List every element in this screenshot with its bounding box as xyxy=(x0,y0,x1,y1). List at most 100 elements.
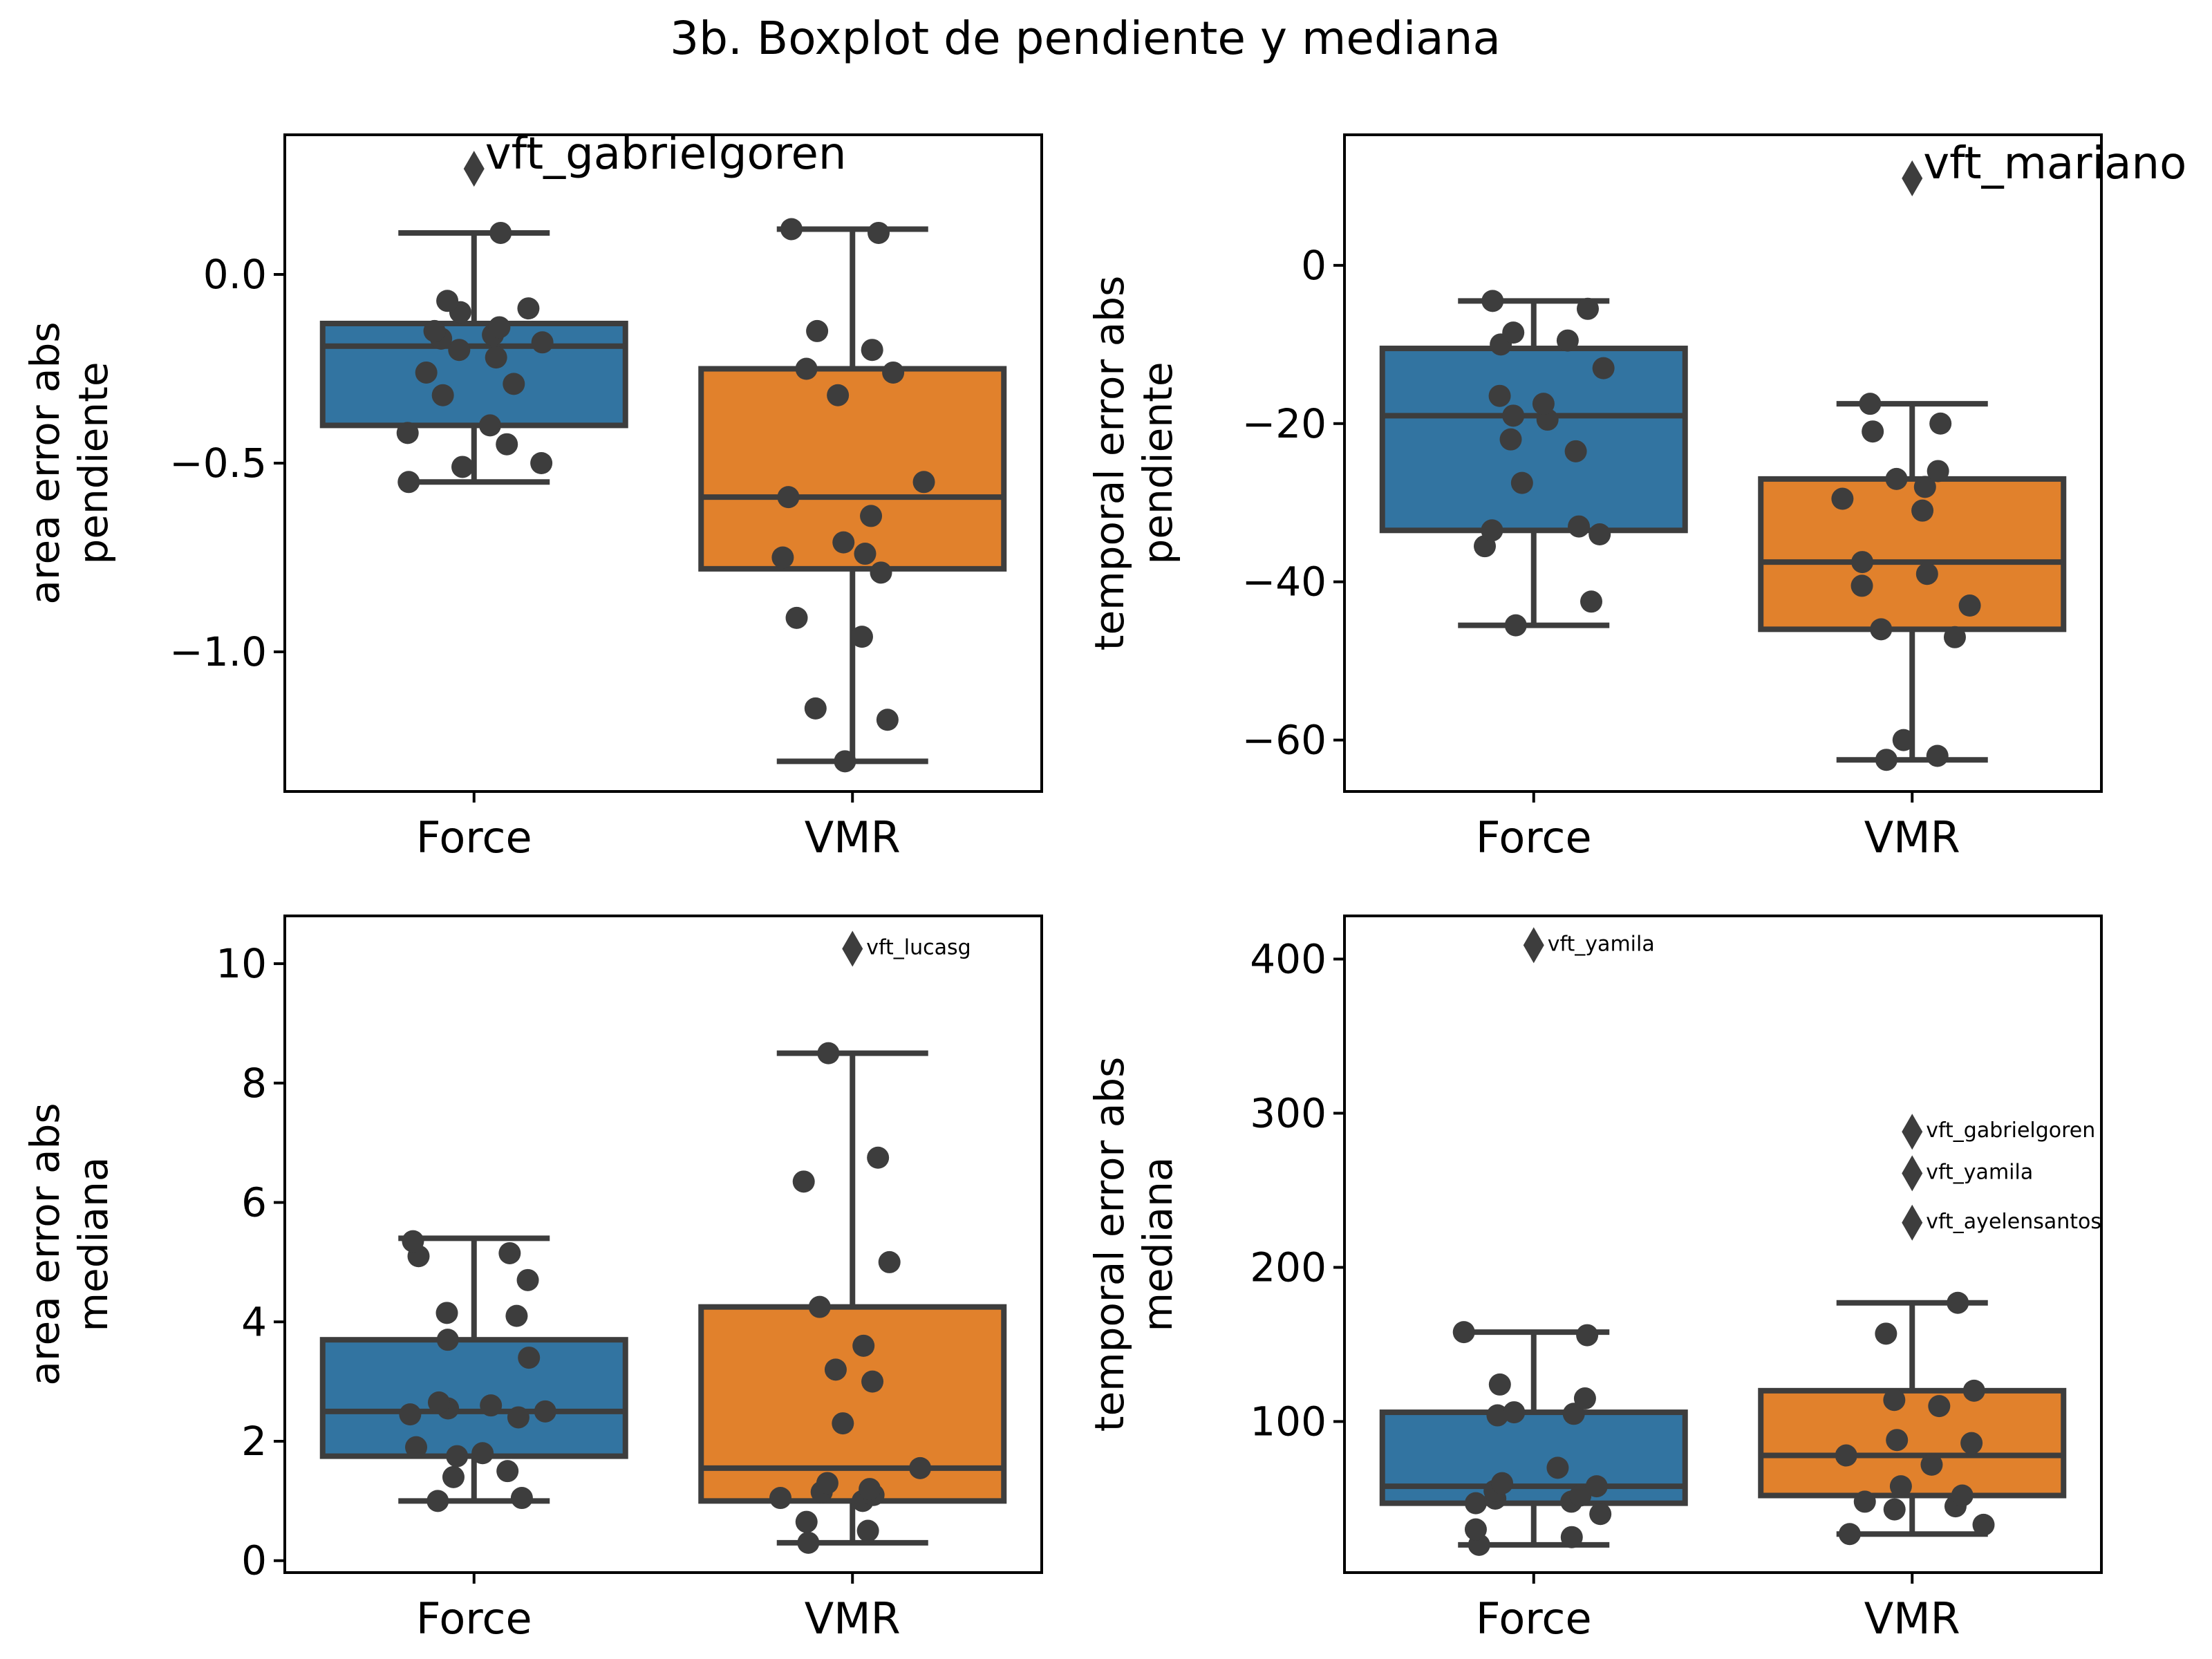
y-axis-label-line: mediana xyxy=(70,1157,117,1332)
y-tick-label: −60 xyxy=(1242,717,1327,764)
data-point xyxy=(1503,1401,1526,1424)
data-point xyxy=(496,433,518,456)
data-point xyxy=(1859,393,1882,415)
y-tick-label: 400 xyxy=(1250,935,1327,982)
outlier-marker xyxy=(1902,1114,1923,1150)
x-tick-label-force: Force xyxy=(416,1593,532,1644)
data-point xyxy=(882,361,905,384)
data-point xyxy=(442,1465,465,1488)
iqr-box xyxy=(698,1304,1007,1504)
data-point xyxy=(795,1510,818,1533)
y-tick-label: 8 xyxy=(241,1060,267,1107)
data-point xyxy=(1972,1513,1995,1536)
outlier-marker xyxy=(1523,927,1544,964)
data-point xyxy=(1883,1498,1906,1521)
data-point xyxy=(850,626,873,648)
data-point xyxy=(1927,460,1949,482)
data-point xyxy=(480,1394,503,1417)
data-point xyxy=(859,1478,881,1501)
data-point xyxy=(1452,1321,1475,1344)
data-point xyxy=(1915,563,1938,585)
data-point xyxy=(1573,1387,1596,1410)
data-point xyxy=(785,606,808,629)
data-point xyxy=(1875,1322,1897,1345)
data-point xyxy=(1883,1389,1906,1412)
data-point xyxy=(1564,440,1587,462)
data-point xyxy=(1835,1444,1857,1467)
data-point xyxy=(1588,523,1611,546)
data-point xyxy=(1464,1518,1487,1541)
data-point xyxy=(1913,476,1936,498)
data-point xyxy=(505,1304,528,1327)
x-tick-label-vmr: VMR xyxy=(805,1593,901,1644)
outlier-label: vft_gabrielgoren xyxy=(1926,1118,2095,1143)
data-point xyxy=(1889,1475,1912,1498)
data-point xyxy=(507,1406,529,1429)
data-point xyxy=(1870,618,1893,641)
data-point xyxy=(1556,329,1579,352)
subplot-2: vft_mariano 0 −20 −40 −60 Force VMR temporal er… xyxy=(1086,133,2186,863)
x-tick-label-force: Force xyxy=(416,812,532,863)
data-point xyxy=(1875,749,1897,771)
outlier-marker xyxy=(842,930,863,967)
subplot-1: vft_gabrielgoren 0.0 −0.5 −1.0 Force VMR area … xyxy=(21,129,1043,863)
y-tick-label: 0.0 xyxy=(203,251,267,298)
box-group-force: vft_yamila xyxy=(1379,927,1688,1556)
data-point xyxy=(1576,1324,1599,1347)
data-point xyxy=(423,319,446,342)
data-point xyxy=(503,373,525,395)
outlier-marker xyxy=(1902,1155,1923,1192)
data-point xyxy=(1592,357,1615,379)
outlier-marker xyxy=(1902,160,1923,196)
data-point xyxy=(856,1519,879,1542)
iqr-box xyxy=(1379,346,1688,534)
data-point xyxy=(402,1230,424,1253)
y-tick-label: 200 xyxy=(1250,1244,1327,1291)
data-point xyxy=(1488,1373,1511,1396)
data-point xyxy=(446,1445,469,1468)
outlier-marker xyxy=(463,151,485,187)
data-point xyxy=(792,1170,815,1193)
data-point xyxy=(808,1295,831,1318)
y-axis-label-line: temporal error abs xyxy=(1086,276,1133,651)
data-point xyxy=(777,486,800,509)
data-point xyxy=(804,697,827,720)
data-point xyxy=(1960,1432,1983,1454)
data-point xyxy=(769,1487,792,1510)
data-point xyxy=(397,471,420,494)
data-point xyxy=(860,505,883,527)
box-group-force xyxy=(319,1230,628,1512)
data-point xyxy=(534,1400,556,1423)
data-point xyxy=(1502,321,1525,344)
data-point xyxy=(1481,519,1503,542)
iqr-box xyxy=(1379,1409,1688,1506)
iqr-box xyxy=(698,366,1007,572)
data-point xyxy=(912,471,935,494)
y-tick-label: 100 xyxy=(1250,1398,1327,1445)
data-point xyxy=(516,1268,539,1291)
y-tick-label: 0 xyxy=(241,1537,267,1584)
data-point xyxy=(1862,420,1884,443)
x-tick-label-vmr: VMR xyxy=(1864,812,1960,863)
axes-frame xyxy=(1343,133,2103,793)
box-group-vmr: vft_mariano xyxy=(1758,138,2186,771)
data-point xyxy=(1853,1490,1876,1513)
y-axis-label-line: pendiente xyxy=(70,362,117,564)
data-point xyxy=(824,1358,847,1381)
outlier-label: vft_lucasg xyxy=(866,936,971,960)
data-point xyxy=(471,1442,494,1465)
box-group-vmr: vft_gabrielgoren vft_yamila vft_ayelensant… xyxy=(1758,1114,2101,1546)
y-axis-label-line: temporal error abs xyxy=(1086,1057,1133,1432)
data-point xyxy=(1576,297,1599,320)
data-point xyxy=(1486,1404,1509,1427)
data-point xyxy=(1951,1484,1974,1507)
data-point xyxy=(806,319,829,342)
data-point xyxy=(867,1146,890,1169)
outlier-label: vft_gabrielgoren xyxy=(485,129,847,180)
data-point xyxy=(1532,393,1555,415)
x-tick-label-force: Force xyxy=(1476,812,1592,863)
data-point xyxy=(1928,1395,1951,1418)
y-tick-label: −40 xyxy=(1242,559,1327,606)
data-point xyxy=(797,1531,820,1554)
data-point xyxy=(1569,1484,1592,1507)
